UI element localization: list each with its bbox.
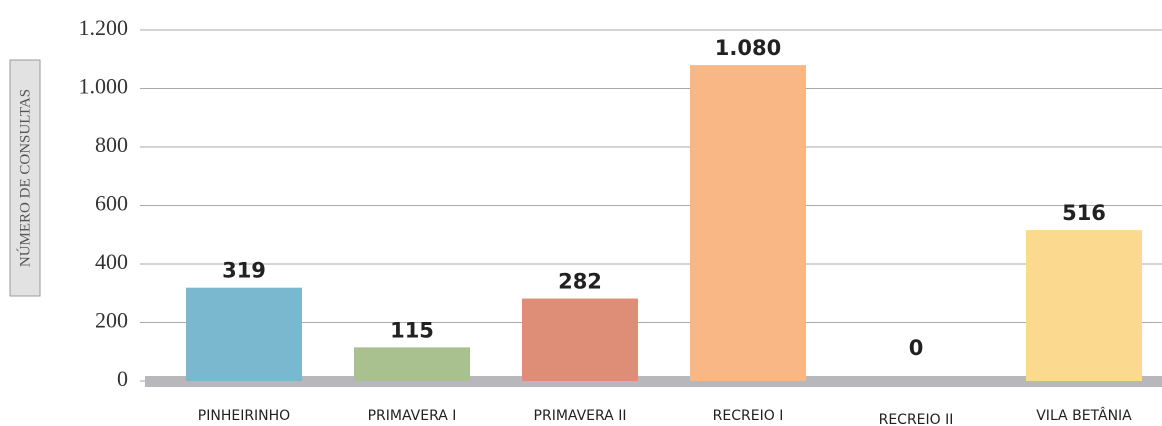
y-tick-label: 600 [95,191,128,216]
y-tick-label: 800 [95,132,128,157]
y-axis-label: NÚMERO DE CONSULTAS [16,89,33,267]
value-label: 282 [558,270,602,294]
value-label: 319 [222,259,266,283]
bar [186,287,302,381]
x-tick-label: PRIMAVERA I [368,408,457,424]
y-tick-label: 1.200 [79,15,129,40]
y-tick-label: 1.000 [79,74,129,99]
value-label: 516 [1062,201,1106,225]
baseline [145,376,1162,387]
bar [690,65,806,381]
bar [354,347,470,381]
value-label: 115 [390,318,434,342]
y-tick-label: 200 [95,308,128,333]
bar [1026,230,1142,381]
y-tick-label: 0 [117,366,128,391]
x-tick-label: VILA BETÂNIA [1036,406,1132,424]
x-tick-label: RECREIO I [713,408,784,424]
x-tick-label: RECREIO II [879,412,954,426]
x-tick-label: PINHEIRINHO [198,408,290,424]
value-label: 0 [909,336,924,360]
bar [522,298,638,381]
value-label: 1.080 [715,36,781,60]
x-tick-label: PRIMAVERA II [534,408,627,424]
y-tick-label: 400 [95,249,128,274]
y-axis-label-box [9,59,41,297]
